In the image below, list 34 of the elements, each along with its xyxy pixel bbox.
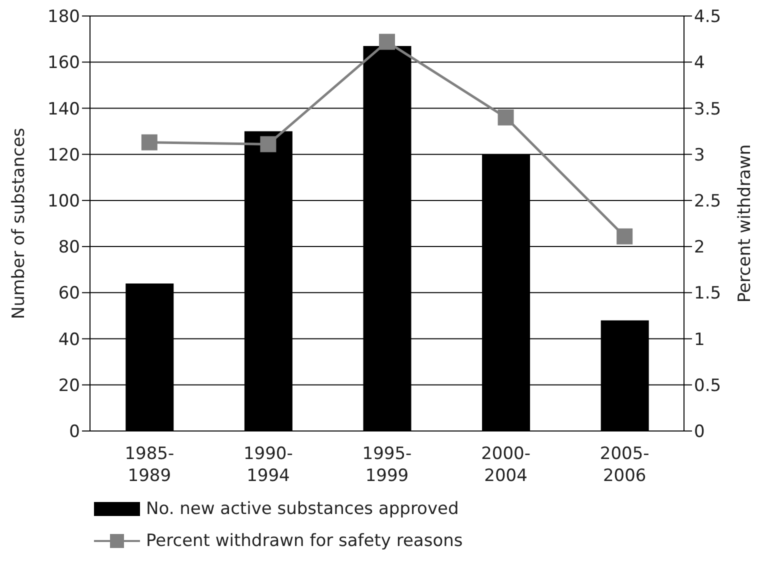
y-tick-label: 100 xyxy=(48,191,80,212)
y-axis-title: Number of substances xyxy=(9,128,30,320)
x-tick-label: 1995-1999 xyxy=(362,444,412,486)
x-tick-label: 2005-2006 xyxy=(600,444,650,486)
legend-label: No. new active substances approved xyxy=(146,499,459,519)
point xyxy=(616,228,633,244)
point xyxy=(379,34,395,50)
x-tick-label: 1990-1994 xyxy=(243,444,293,486)
y-tick-label: 80 xyxy=(58,238,80,258)
x-tick-label: 2000-2004 xyxy=(481,444,531,486)
y2-tick-label: 4 xyxy=(694,53,705,74)
y-tick-label: 160 xyxy=(48,53,80,74)
y2-tick-label: 2 xyxy=(694,238,705,258)
y-tick-label: 180 xyxy=(48,7,80,28)
y2-tick-label: 1 xyxy=(694,330,705,350)
y2-tick-label: 0.5 xyxy=(694,376,722,396)
y2-tick-label: 3 xyxy=(694,145,705,166)
y-tick-label: 60 xyxy=(58,284,80,304)
legend-label: Percent withdrawn for safety reasons xyxy=(146,531,463,551)
y-tick-label: 120 xyxy=(48,145,80,166)
y-tick-label: 20 xyxy=(58,376,80,396)
y-tick-label: 40 xyxy=(58,330,80,350)
y-tick-label: 0 xyxy=(69,422,80,442)
y2-tick-label: 1.5 xyxy=(694,284,722,304)
y2-axis-title: Percent withdrawn xyxy=(735,144,756,303)
y2-tick-label: 4.5 xyxy=(694,7,722,28)
y2-tick-label: 3.5 xyxy=(694,99,722,120)
y-tick-label: 140 xyxy=(48,99,80,120)
point xyxy=(260,136,276,152)
point xyxy=(498,109,514,126)
y2-tick-label: 2.5 xyxy=(694,191,722,212)
y2-tick-label: 0 xyxy=(694,422,705,442)
point xyxy=(141,134,158,150)
x-tick-label: 1985-1989 xyxy=(124,444,174,486)
